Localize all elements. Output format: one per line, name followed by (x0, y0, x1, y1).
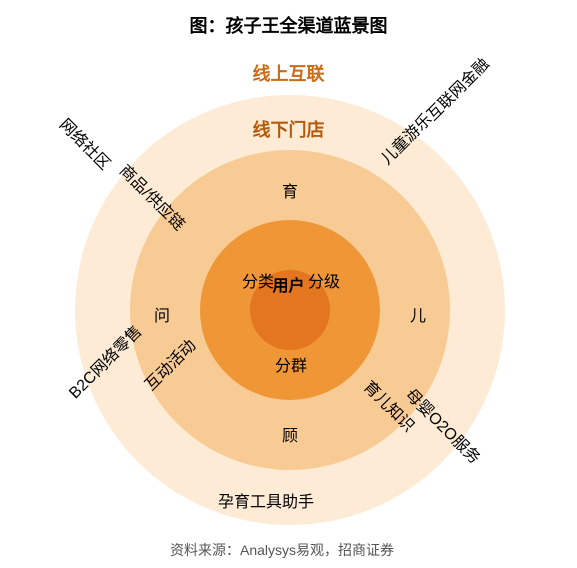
mid-label-2: 儿 (410, 302, 426, 326)
inner-label-2: 分群 (275, 352, 307, 376)
online-label-1: 互联网金融 (420, 51, 494, 125)
inner-label-1: 分级 (308, 268, 340, 292)
online-label-4: 孕育工具助手 (218, 488, 314, 512)
ring-title-outer: 线上互联 (253, 60, 325, 86)
inner-label-0: 分类 (242, 268, 274, 292)
online-label-0: 网络社区 (55, 112, 117, 174)
mid-label-0: 育 (282, 178, 298, 202)
mid-label-1: 问 (154, 302, 170, 326)
mid-label-3: 顾 (282, 422, 298, 446)
data-source: 资料来源：Analysys易观，招商证券 (170, 540, 394, 560)
ring-title-mid: 线下门店 (253, 116, 325, 142)
center-label: 用户 (272, 272, 304, 296)
chart-title: 图：孩子王全渠道蓝景图 (190, 12, 388, 38)
